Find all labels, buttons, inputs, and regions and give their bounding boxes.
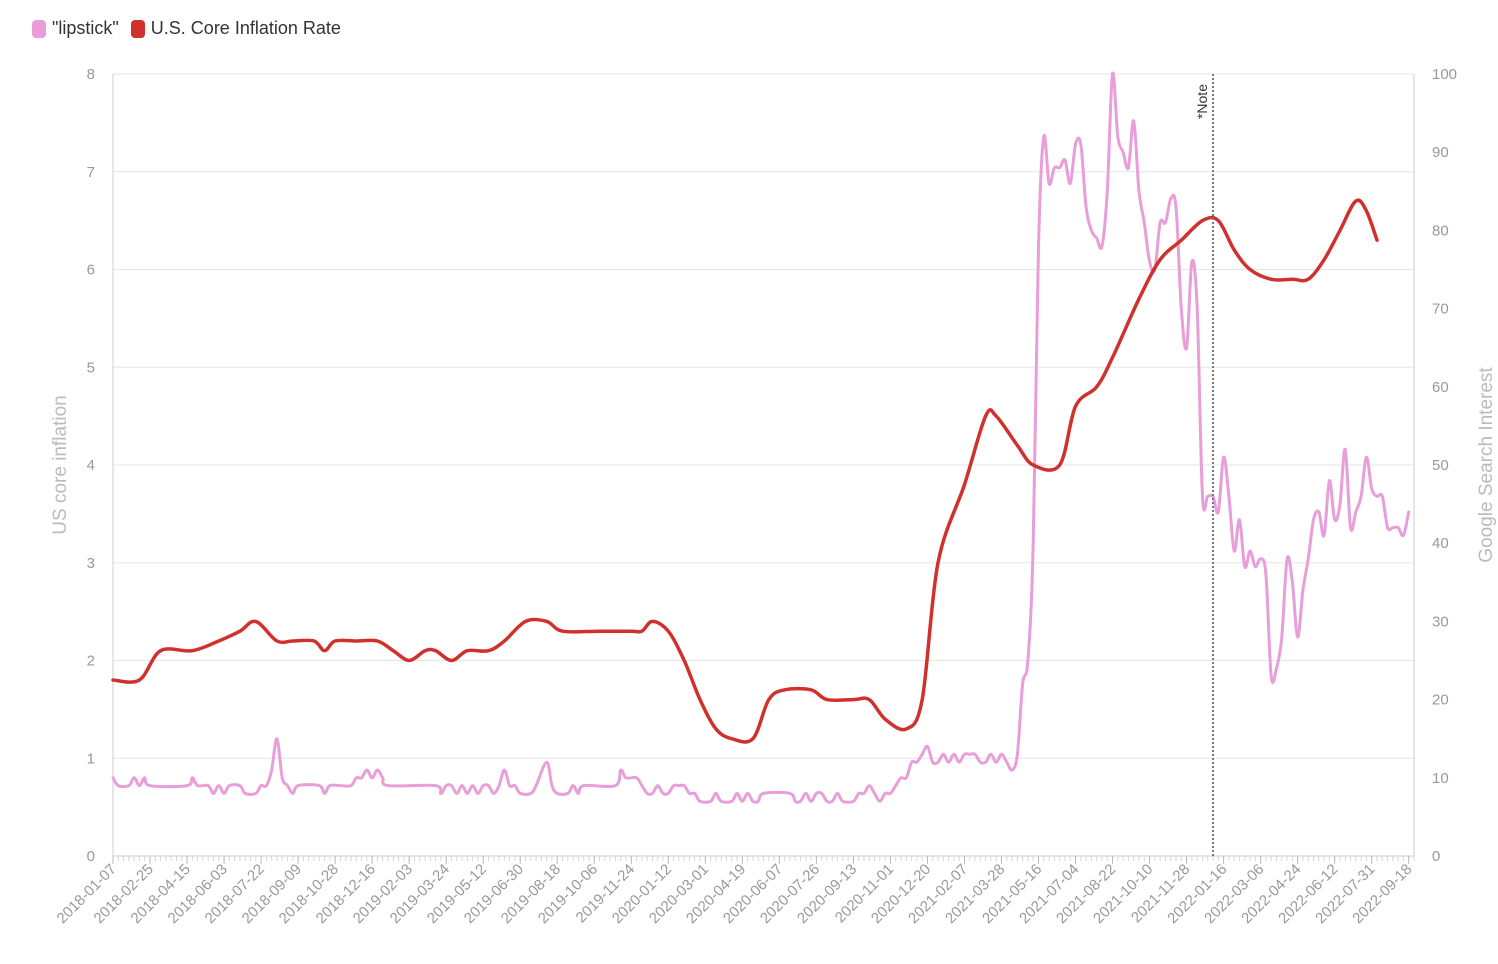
legend-item-lipstick[interactable]: "lipstick" bbox=[32, 18, 119, 39]
y-tick-left-4: 4 bbox=[87, 457, 95, 474]
legend-label-inflation: U.S. Core Inflation Rate bbox=[150, 18, 341, 38]
axes: 01234567801020304050607080901002018-01-0… bbox=[54, 66, 1457, 927]
legend-swatch-inflation bbox=[130, 19, 145, 38]
y-tick-right-50: 50 bbox=[1432, 457, 1449, 474]
y-tick-left-2: 2 bbox=[87, 653, 95, 670]
series-lines bbox=[111, 71, 1411, 804]
y-tick-right-20: 20 bbox=[1432, 692, 1449, 709]
inflation-line bbox=[111, 198, 1379, 744]
y-tick-right-30: 30 bbox=[1432, 613, 1449, 630]
lipstick-line bbox=[111, 71, 1411, 804]
y-tick-right-60: 60 bbox=[1432, 379, 1449, 396]
y-tick-right-100: 100 bbox=[1432, 66, 1457, 83]
y-tick-left-3: 3 bbox=[87, 555, 95, 572]
legend-item-inflation[interactable]: U.S. Core Inflation Rate bbox=[130, 18, 341, 39]
y-tick-left-1: 1 bbox=[87, 750, 95, 767]
note-label: *Note bbox=[1194, 84, 1210, 119]
y-tick-right-80: 80 bbox=[1432, 222, 1449, 239]
y-tick-right-40: 40 bbox=[1432, 535, 1449, 552]
y-axis-title-right: Google Search Interest bbox=[1476, 367, 1497, 563]
note-annotation: *Note bbox=[1194, 74, 1215, 856]
y-tick-left-5: 5 bbox=[87, 359, 95, 376]
y-tick-left-7: 7 bbox=[87, 164, 95, 181]
legend: "lipstick" U.S. Core Inflation Rate bbox=[32, 18, 341, 39]
legend-label-lipstick: "lipstick" bbox=[52, 18, 119, 38]
gridlines bbox=[113, 73, 1414, 857]
y-tick-right-10: 10 bbox=[1432, 770, 1449, 787]
y-tick-left-6: 6 bbox=[87, 262, 95, 279]
y-tick-left-8: 8 bbox=[87, 66, 95, 83]
legend-swatch-lipstick bbox=[32, 19, 46, 38]
y-tick-right-70: 70 bbox=[1432, 301, 1449, 318]
y-tick-left-0: 0 bbox=[87, 848, 95, 865]
y-tick-right-90: 90 bbox=[1432, 144, 1449, 161]
y-tick-right-0: 0 bbox=[1432, 848, 1440, 865]
y-axis-title-left: US core inflation bbox=[50, 395, 71, 534]
